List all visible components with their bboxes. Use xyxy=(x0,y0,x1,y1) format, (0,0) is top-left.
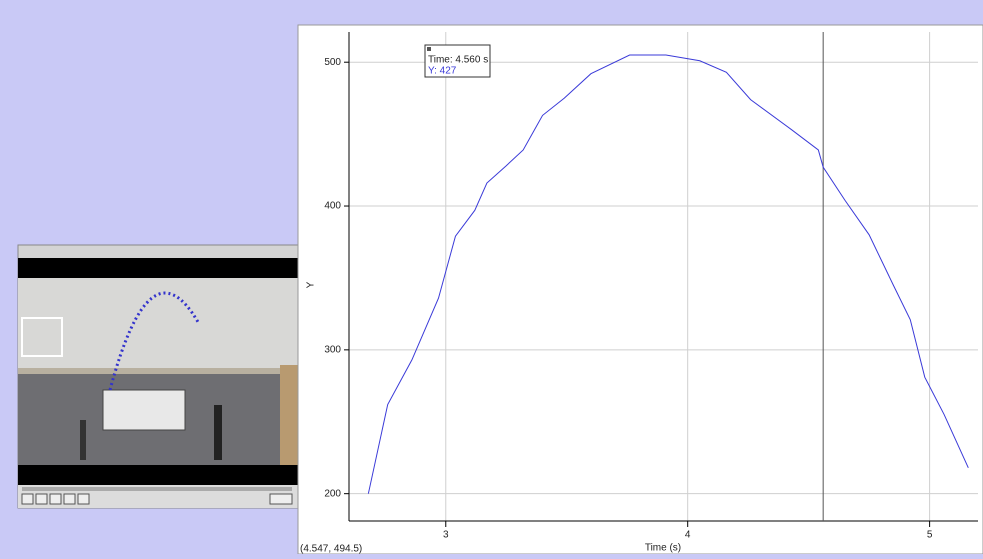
window xyxy=(103,390,185,430)
back-button[interactable] xyxy=(64,494,75,504)
wall-upper xyxy=(18,278,298,368)
x-tick-label: 3 xyxy=(443,530,449,541)
options-button[interactable] xyxy=(270,494,292,504)
forward-button[interactable] xyxy=(78,494,89,504)
y-tick-label: 200 xyxy=(324,488,341,499)
tooltip-time: Time: 4.560 s xyxy=(428,55,488,66)
stop-button[interactable] xyxy=(36,494,47,504)
door xyxy=(280,365,298,465)
tooltip-y: Y: 427 xyxy=(428,66,457,77)
x-axis-label: Time (s) xyxy=(645,543,681,554)
letterbox-bottom xyxy=(18,465,298,485)
graph-panel xyxy=(298,25,983,554)
person-right xyxy=(214,405,222,460)
tooltip-handle xyxy=(427,47,431,51)
y-tick-label: 500 xyxy=(324,57,341,68)
x-tick-label: 4 xyxy=(685,530,691,541)
letterbox-top xyxy=(18,258,298,278)
start-button[interactable] xyxy=(50,494,61,504)
y-tick-label: 400 xyxy=(324,201,341,212)
tooltip: Time: 4.560 s Y: 427 xyxy=(425,45,490,77)
y-axis-label: Y xyxy=(306,281,317,288)
screen: (4.547, 494.5) Time (s) Y 200 300 400 500 3 4… xyxy=(0,0,983,554)
y-tick-label: 300 xyxy=(324,344,341,355)
video-panel xyxy=(18,245,298,508)
person-left xyxy=(80,420,86,460)
page: (4.547, 494.5) Time (s) Y 200 300 400 500 3 4… xyxy=(0,0,983,554)
wall-trim xyxy=(18,368,298,374)
scrubber[interactable] xyxy=(22,487,292,491)
play-button[interactable] xyxy=(22,494,33,504)
x-tick-label: 5 xyxy=(927,530,933,541)
cursor-coordinates: (4.547, 494.5) xyxy=(300,544,362,554)
